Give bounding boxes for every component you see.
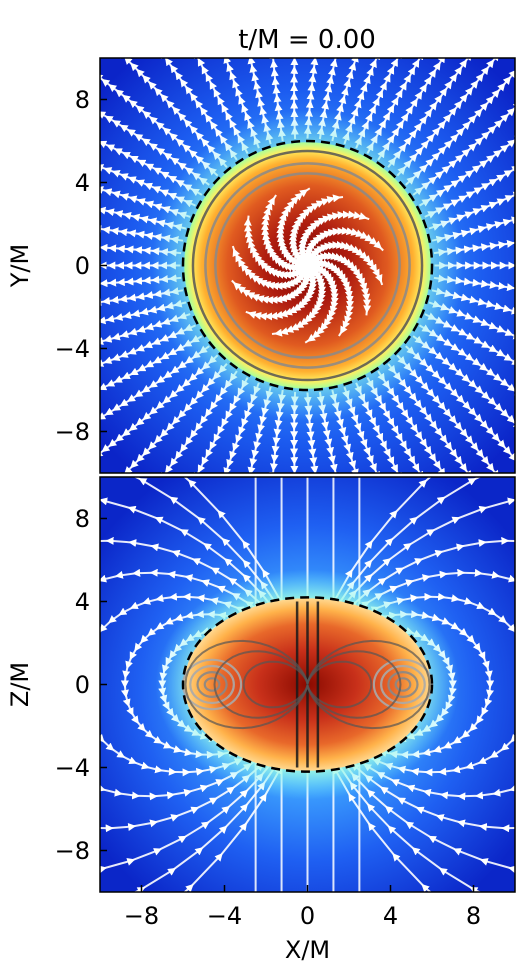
bottom-xlabel: X/M xyxy=(285,936,330,964)
inner-field-loop xyxy=(184,639,309,730)
top-boundary-dashed xyxy=(181,139,434,392)
top-ylabel: Y/M xyxy=(6,244,34,288)
streamline xyxy=(100,239,182,257)
streamline xyxy=(233,58,274,145)
streamline xyxy=(100,274,182,292)
ytick-label: 4 xyxy=(75,169,90,197)
circulation-ring xyxy=(214,172,401,359)
top-y-ticks: 8 4 0 −4 −8 xyxy=(55,86,107,446)
inner-field-loop xyxy=(306,639,431,730)
xtick-label: 0 xyxy=(300,902,315,930)
ytick-label: −4 xyxy=(55,335,90,363)
ytick-label: 0 xyxy=(75,671,90,699)
ytick-label: 8 xyxy=(75,86,90,114)
streamline xyxy=(316,58,360,140)
bottom-panel: 8 4 0 −4 −8 −8 −4 0 4 8 Z/M X/M xyxy=(6,476,516,964)
streamline xyxy=(264,58,287,142)
streamline xyxy=(329,58,385,142)
inner-spiral xyxy=(288,194,344,270)
vortex-ring xyxy=(387,671,419,698)
ytick-label: −8 xyxy=(55,418,90,446)
xtick-label: 4 xyxy=(383,902,398,930)
vortex-ring xyxy=(394,677,412,692)
bottom-x-ticks: −8 −4 0 4 8 xyxy=(124,885,481,930)
inner-field-loop xyxy=(242,660,309,709)
ytick-label: −4 xyxy=(55,754,90,782)
top-inner-streamlines xyxy=(191,149,424,382)
bottom-ylabel: Z/M xyxy=(6,662,34,707)
bottom-boundary-dashed xyxy=(181,596,434,773)
xtick-label: 8 xyxy=(466,902,481,930)
bottom-inner-streamlines xyxy=(181,601,434,768)
ytick-label: 4 xyxy=(75,588,90,616)
inner-field-loop xyxy=(213,650,309,719)
streamline xyxy=(100,217,184,244)
top-field-streamlines xyxy=(100,58,515,473)
streamline xyxy=(303,392,333,473)
bottom-y-ticks: 8 4 0 −4 −8 xyxy=(55,505,107,865)
streamline xyxy=(290,58,304,140)
streamline xyxy=(433,274,515,304)
vortex-ring xyxy=(203,677,221,692)
streamline xyxy=(100,287,184,314)
streamline xyxy=(290,391,304,473)
vortex-ring xyxy=(380,664,426,705)
vortex-ring xyxy=(189,664,235,705)
inner-spiral xyxy=(305,258,355,337)
streamline xyxy=(264,389,287,473)
top-panel: 8 4 0 −4 −8 Y/M xyxy=(6,57,516,474)
xtick-label: −4 xyxy=(207,902,242,930)
xtick-label: −8 xyxy=(124,902,159,930)
streamline xyxy=(303,58,333,139)
inner-field-loop xyxy=(306,650,402,719)
chart-title: t/M = 0.00 xyxy=(238,25,376,55)
streamline xyxy=(431,287,515,337)
circulation-ring xyxy=(204,162,411,369)
ytick-label: 8 xyxy=(75,505,90,533)
streamline xyxy=(433,227,515,257)
ytick-label: −8 xyxy=(55,837,90,865)
circulation-ring xyxy=(191,149,424,382)
ytick-label: 0 xyxy=(75,252,90,280)
vortex-ring xyxy=(196,671,228,698)
inner-field-loop xyxy=(306,660,373,709)
